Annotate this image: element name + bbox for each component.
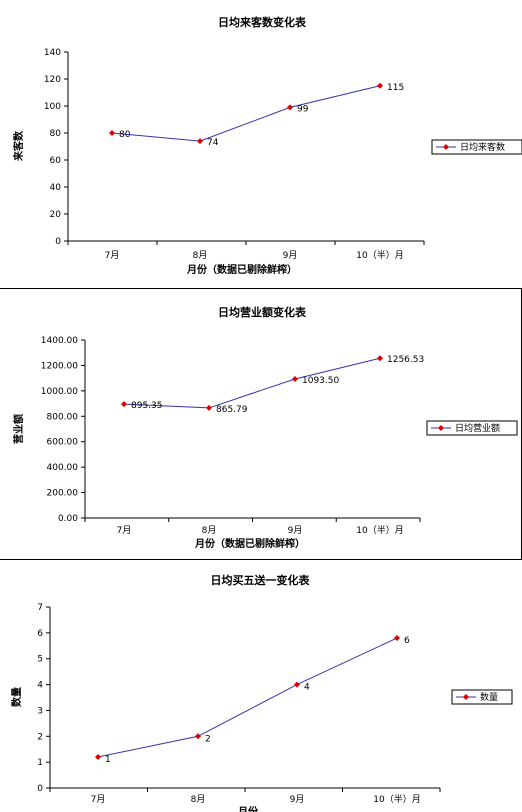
x-tick-label: 7月 — [105, 250, 120, 261]
x-tick-label: 7月 — [117, 525, 132, 536]
data-point — [109, 130, 115, 136]
data-point — [197, 138, 203, 145]
chart-panel-revenue: 日均营业额变化表 0.00 200.00 400.00 600.00 800.00 1000… — [0, 288, 522, 560]
data-label: 2 — [205, 734, 211, 744]
y-axis-label: 来客数 — [12, 130, 25, 162]
y-tick-label: 800.00 — [47, 412, 79, 422]
x-tick-label: 8月 — [202, 525, 217, 536]
chart-panel-promo: 日均买五送一变化表 0 1 2 3 4 5 6 7 7月 8月 9月 10（半）月月份 数量 1 2 4 6 数量 — [0, 562, 522, 812]
y-tick-label: 7 — [37, 603, 43, 613]
y-tick-label: 1400.00 — [41, 336, 78, 346]
legend-marker — [443, 144, 449, 150]
series-line — [123, 357, 381, 409]
chart-title: 日均来客数变化表 — [218, 15, 307, 29]
data-label: 115 — [387, 83, 404, 93]
y-tick-label: 600.00 — [47, 438, 79, 448]
y-tick-label: 40 — [50, 183, 62, 193]
data-label: 1 — [105, 755, 111, 765]
chart-promo: 日均买五送一变化表 0 1 2 3 4 5 6 7 7月 8月 9月 10（半）月月份 数量 1 2 4 6 数量 — [10, 573, 513, 812]
x-axis-label: 月份（数据已剔除鲜榨） — [194, 537, 305, 550]
y-tick-label: 4 — [37, 681, 43, 691]
y-tick-label: 0 — [37, 784, 43, 794]
chart-revenue: 日均营业额变化表 0.00 200.00 400.00 600.00 800.00 1000… — [12, 305, 518, 550]
chart-visitors: 日均来客数变化表 0 20 40 60 80 100 120 140 7月 8月 9月 10（半）月月份… — [12, 15, 522, 276]
data-label: 80 — [119, 130, 131, 140]
x-axis-label: 月份（数据已剔除鲜榨） — [186, 263, 297, 276]
data-point — [287, 104, 293, 111]
data-point — [292, 375, 298, 382]
data-label: 4 — [304, 683, 310, 693]
x-tick-label: 10（半）月 — [356, 524, 403, 536]
y-tick-label: 200.00 — [47, 489, 79, 499]
legend-label: 日均营业额 — [455, 422, 500, 434]
x-tick-label: 10（半）月 — [356, 249, 403, 261]
data-label: 99 — [297, 104, 309, 114]
y-tick-label: 6 — [37, 629, 43, 639]
y-tick-label: 3 — [37, 706, 43, 716]
legend-label: 日均来客数 — [460, 141, 505, 153]
y-tick-label: 0 — [55, 237, 61, 247]
x-tick-label: 10（半）月 — [373, 793, 420, 805]
x-tick-label: 7月 — [91, 794, 106, 805]
data-point — [377, 355, 383, 362]
data-point — [377, 82, 383, 89]
y-tick-label: 1200.00 — [41, 361, 78, 371]
x-tick-label: 8月 — [191, 794, 206, 805]
chart-title: 日均买五送一变化表 — [211, 573, 311, 587]
y-tick-label: 120 — [44, 75, 61, 85]
data-point — [394, 635, 400, 642]
legend-marker — [438, 425, 444, 431]
y-tick-label: 400.00 — [47, 463, 79, 473]
legend-marker — [463, 694, 469, 700]
data-point — [206, 404, 212, 411]
data-label: 74 — [207, 138, 219, 148]
y-tick-label: 5 — [37, 655, 43, 665]
x-tick-label: 8月 — [193, 250, 208, 261]
y-tick-label: 60 — [50, 156, 62, 166]
chart-panel-visitors: 日均来客数变化表 0 20 40 60 80 100 120 140 7月 8月 9月 10（半）月月份… — [0, 0, 522, 284]
data-label: 1256.53 — [387, 355, 424, 365]
legend-box — [431, 139, 522, 155]
y-tick-label: 100 — [44, 102, 61, 112]
x-tick-label: 9月 — [283, 250, 298, 261]
y-tick-label: 80 — [50, 129, 62, 139]
legend-label: 数量 — [480, 691, 498, 703]
y-tick-label: 140 — [44, 48, 61, 58]
data-label: 1093.50 — [302, 376, 339, 386]
data-point — [121, 401, 127, 408]
y-axis-label: 营业额 — [12, 414, 25, 444]
y-tick-label: 1 — [37, 758, 43, 768]
data-point — [294, 681, 300, 688]
legend-box — [451, 689, 513, 705]
data-label: 895.35 — [131, 401, 163, 411]
chart-title: 日均营业额变化表 — [218, 305, 307, 319]
data-point — [195, 733, 201, 740]
data-label: 6 — [404, 636, 410, 646]
y-tick-label: 0.00 — [58, 514, 78, 524]
legend-box — [426, 420, 518, 436]
x-tick-label: 9月 — [288, 525, 303, 536]
y-axis-label: 数量 — [10, 687, 23, 707]
y-tick-label: 1000.00 — [41, 387, 78, 397]
data-label: 865.79 — [216, 405, 248, 415]
data-point — [95, 753, 101, 760]
x-axis-label: 月份 — [237, 805, 259, 812]
series-line — [97, 637, 398, 758]
y-tick-label: 2 — [37, 732, 43, 742]
series-line — [111, 85, 381, 142]
y-tick-label: 20 — [50, 210, 62, 220]
x-tick-label: 9月 — [290, 794, 305, 805]
